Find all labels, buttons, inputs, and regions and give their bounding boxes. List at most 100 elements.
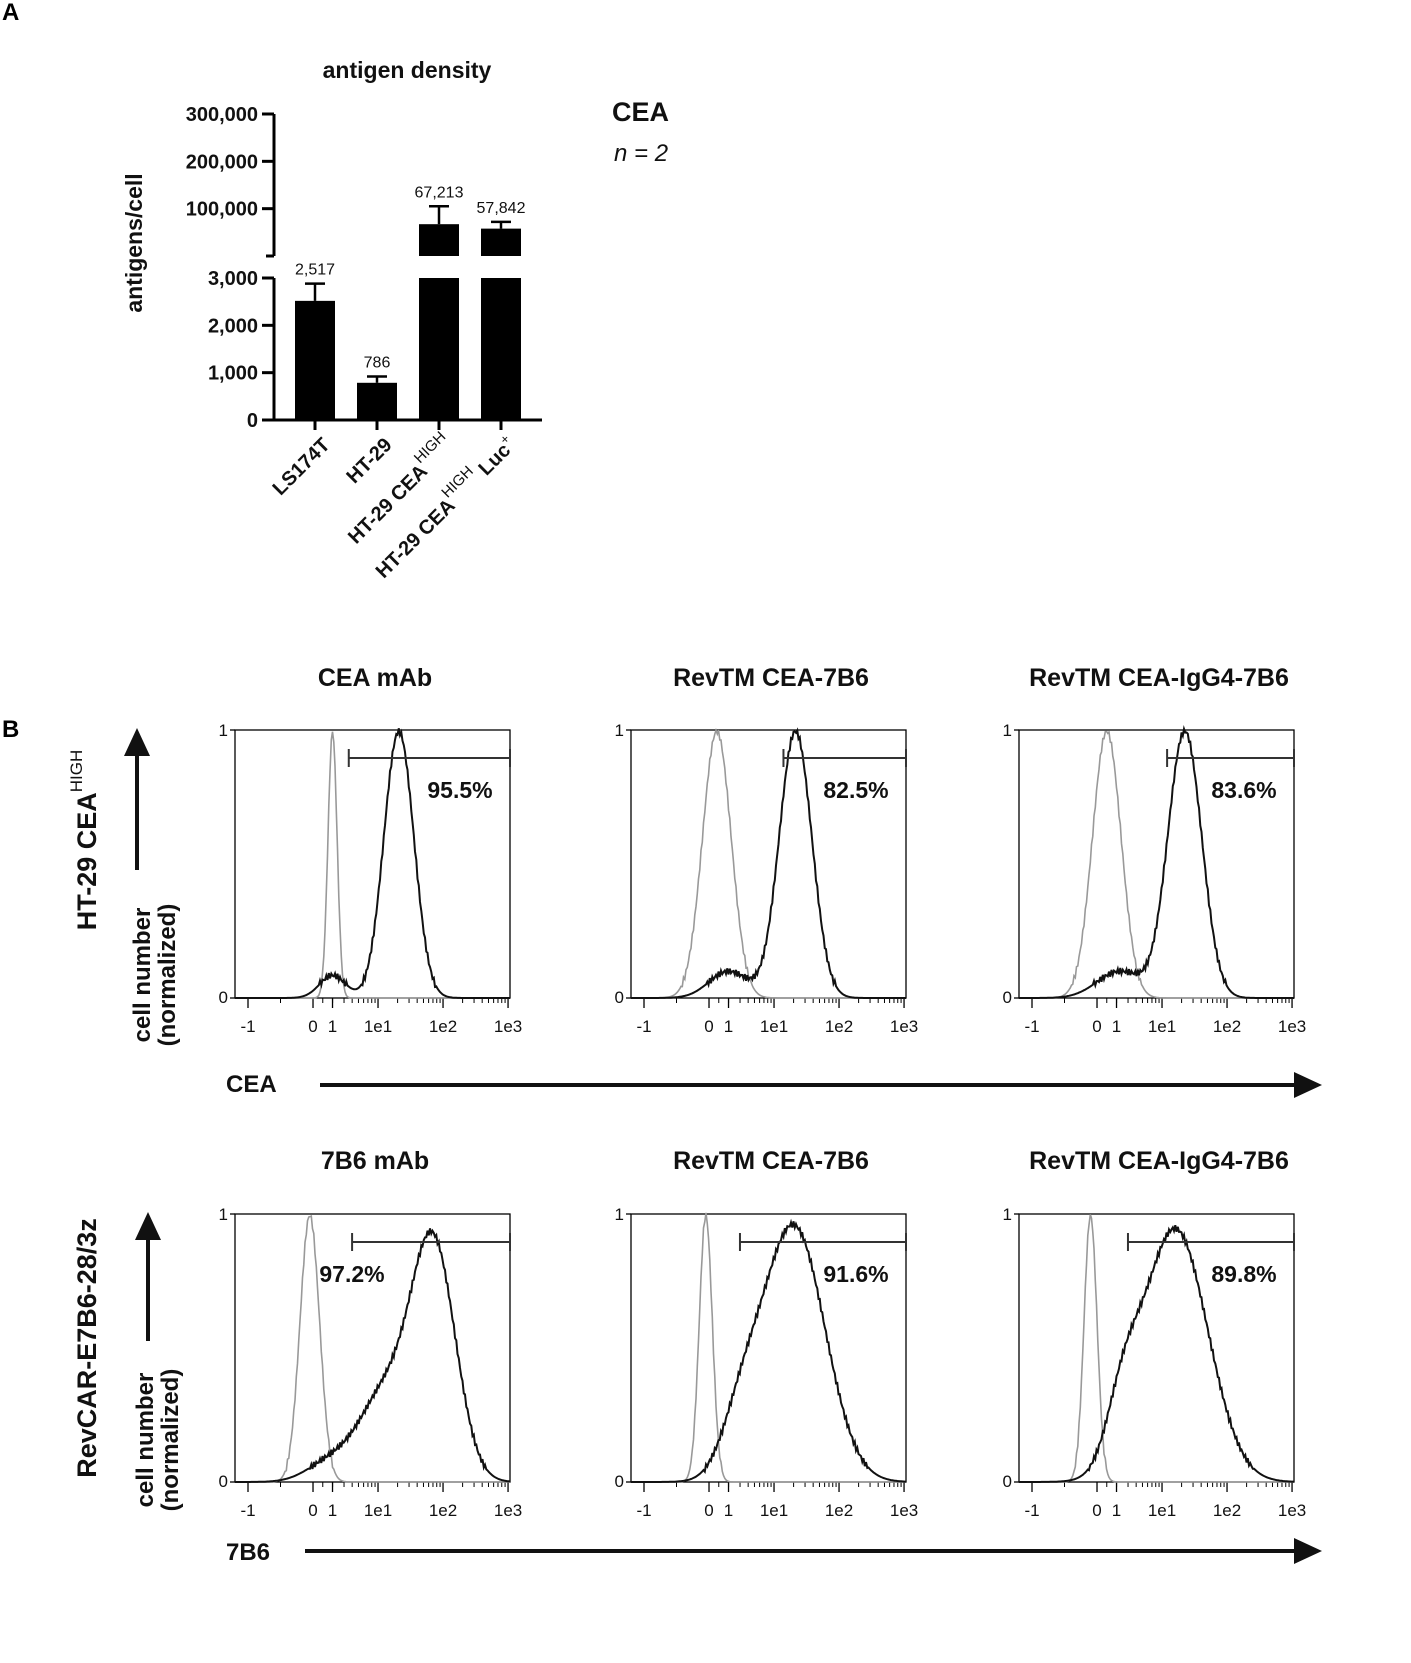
x-axis-arrow <box>320 1072 1322 1098</box>
x-tick-label: 1 <box>1112 1501 1121 1520</box>
row-up-arrow <box>124 728 150 870</box>
gate-percent-label: 89.8% <box>1211 1261 1276 1287</box>
plot-frame <box>630 1213 907 1483</box>
panel-title: RevTM CEA-7B6 <box>673 664 869 692</box>
x-tick-label: -1 <box>636 1501 651 1520</box>
plot-frame <box>234 1213 511 1483</box>
y-axis-label: antigens/cell <box>121 173 147 312</box>
row-label: HT-29 CEAHIGH <box>67 750 102 931</box>
x-tick-label: 1e2 <box>825 1017 853 1036</box>
gate-percent-label: 83.6% <box>1211 777 1276 803</box>
panel-title: RevTM CEA-IgG4-7B6 <box>1029 1147 1289 1175</box>
x-category-label: HT-29 <box>342 434 396 488</box>
x-tick-label: 1e3 <box>1278 1501 1306 1520</box>
x-tick-label: 1 <box>1112 1017 1121 1036</box>
chart-title: antigen density <box>323 57 492 83</box>
panel-a-label: A <box>2 0 19 26</box>
x-tick-label: 1e3 <box>494 1501 522 1520</box>
plot-frame <box>1018 1213 1295 1483</box>
y-tick-label: 0 <box>1003 1472 1012 1491</box>
y-tick-label: 1 <box>1003 721 1012 740</box>
y-tick-label: 0 <box>1003 988 1012 1007</box>
y-tick-label: 200,000 <box>186 151 258 173</box>
control-histogram <box>235 1214 510 1483</box>
y-axis-label: (normalized) <box>154 904 181 1047</box>
x-tick-label: 1 <box>724 1501 733 1520</box>
y-tick-label: 1,000 <box>208 363 258 385</box>
control-histogram <box>235 731 510 999</box>
y-axis-label: cell number <box>132 1373 159 1508</box>
bar-value-label: 67,213 <box>415 184 464 201</box>
n-annotation: n = 2 <box>614 140 668 167</box>
x-tick-label: 1e1 <box>364 1501 392 1520</box>
panel-b-label: B <box>2 716 19 743</box>
x-tick-label: 0 <box>1092 1017 1101 1036</box>
bar-value-label: 2,517 <box>295 262 335 279</box>
y-tick-label: 100,000 <box>186 199 258 221</box>
x-tick-label: 1e1 <box>1148 1501 1176 1520</box>
x-tick-label: 1e2 <box>429 1501 457 1520</box>
bar-upper-segment <box>481 228 521 256</box>
y-tick-label: 1 <box>615 721 624 740</box>
control-histogram <box>1019 730 1294 999</box>
x-tick-label: -1 <box>240 1017 255 1036</box>
x-axis-label: CEA <box>226 1071 277 1098</box>
x-tick-label: -1 <box>240 1501 255 1520</box>
x-tick-label: -1 <box>636 1017 651 1036</box>
y-tick-label: 300,000 <box>186 104 258 126</box>
y-tick-label: 2,000 <box>208 315 258 337</box>
y-tick-label: 3,000 <box>208 268 258 290</box>
x-tick-label: 1e1 <box>1148 1017 1176 1036</box>
control-histogram <box>1019 1214 1294 1483</box>
panel-title: 7B6 mAb <box>321 1147 429 1175</box>
plot-frame <box>630 729 907 999</box>
x-tick-label: 0 <box>308 1501 317 1520</box>
panel-title: RevTM CEA-7B6 <box>673 1147 869 1175</box>
x-tick-label: 1e2 <box>825 1501 853 1520</box>
bar-lower-segment <box>481 278 521 420</box>
x-category-label: LS174T <box>269 434 335 500</box>
stained-histogram <box>631 1218 906 1483</box>
x-axis-arrow-head <box>1294 1538 1322 1564</box>
bar <box>357 382 397 420</box>
panel-title: CEA mAb <box>318 664 432 692</box>
x-tick-label: 0 <box>308 1017 317 1036</box>
gate-percent-label: 91.6% <box>823 1261 888 1287</box>
y-axis-label: (normalized) <box>157 1369 184 1512</box>
plot-frame <box>1018 729 1295 999</box>
antigen-density-chart: antigen density antigens/cell 0 1,000 2,000 3… <box>121 57 669 583</box>
stained-histogram <box>235 1228 511 1483</box>
row-up-arrow <box>135 1212 161 1341</box>
y-tick-label: 0 <box>219 1472 228 1491</box>
x-tick-label: 1e2 <box>1213 1501 1241 1520</box>
x-tick-label: 1e3 <box>494 1017 522 1036</box>
x-tick-label: 1e3 <box>890 1501 918 1520</box>
gate-percent-label: 82.5% <box>823 777 888 803</box>
y-tick-label: 0 <box>247 410 258 432</box>
x-axis-arrow <box>305 1538 1322 1564</box>
gate-percent-label: 95.5% <box>427 777 492 803</box>
x-tick-label: -1 <box>1024 1017 1039 1036</box>
stained-histogram <box>235 728 510 999</box>
y-tick-label: 0 <box>615 988 624 1007</box>
panel-title: RevTM CEA-IgG4-7B6 <box>1029 664 1289 692</box>
x-tick-label: 1e1 <box>760 1501 788 1520</box>
y-tick-label: 1 <box>615 1205 624 1224</box>
x-tick-label: 1 <box>724 1017 733 1036</box>
y-tick-label: 1 <box>219 721 228 740</box>
row-up-arrow-head <box>124 728 150 756</box>
y-tick-label: 1 <box>1003 1205 1012 1224</box>
x-tick-label: 1e1 <box>364 1017 392 1036</box>
x-tick-label: 0 <box>704 1017 713 1036</box>
x-tick-label: 1e1 <box>760 1017 788 1036</box>
x-axis-label: 7B6 <box>226 1539 270 1566</box>
x-tick-label: 1e2 <box>429 1017 457 1036</box>
stained-histogram <box>1019 724 1294 999</box>
y-tick-label: 0 <box>615 1472 624 1491</box>
row-up-arrow-head <box>135 1212 161 1240</box>
y-axis-label: cell number <box>129 908 156 1043</box>
